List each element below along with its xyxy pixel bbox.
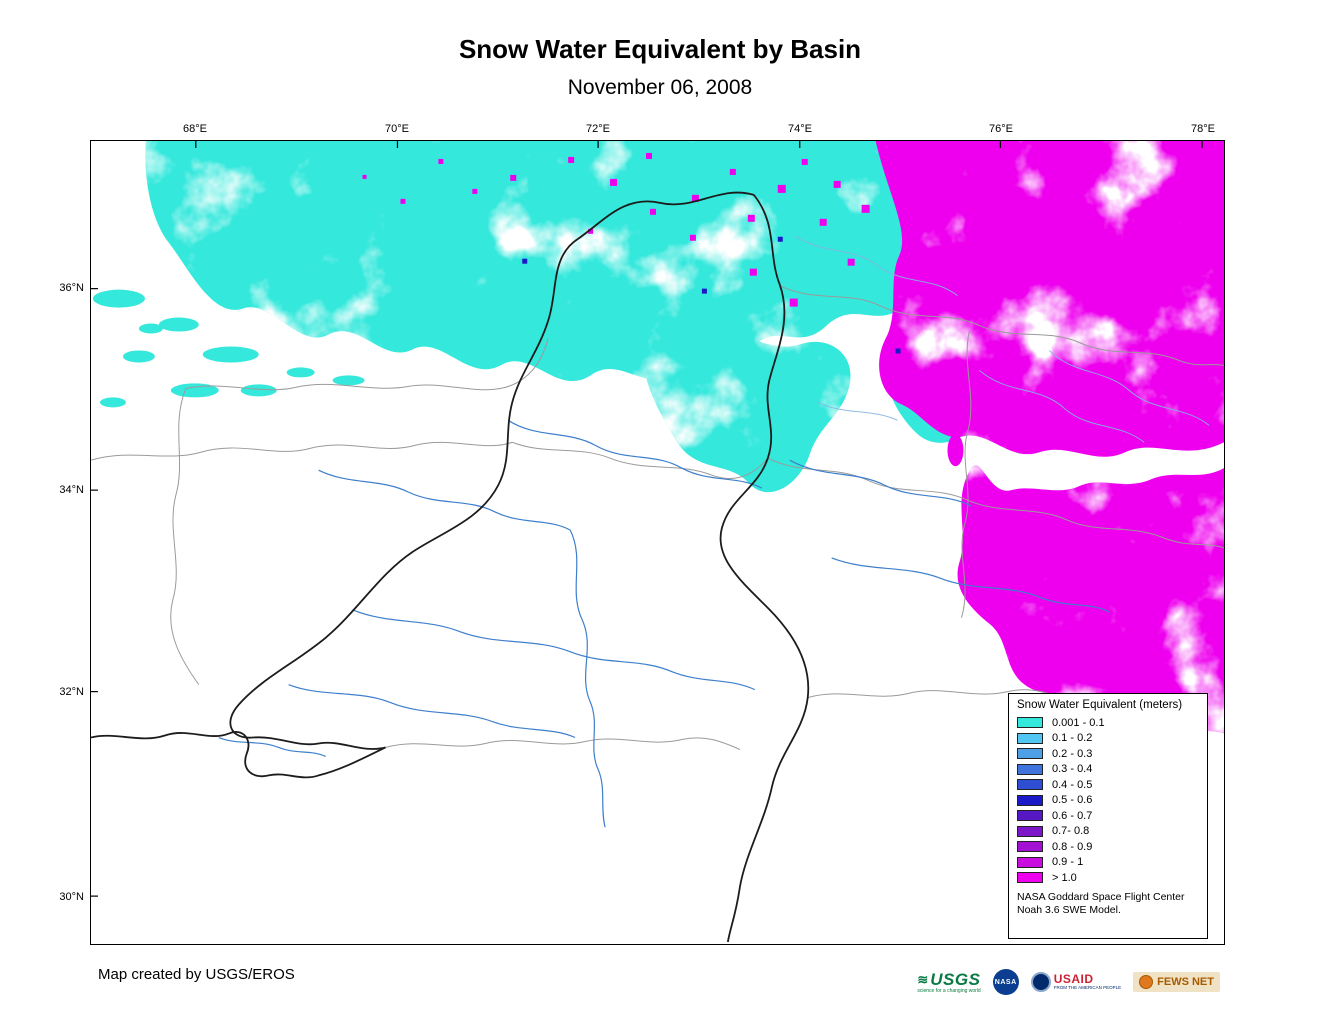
rivers [218,419,1110,828]
map-canvas: Snow Water Equivalent (meters) 0.001 - 0… [90,140,1225,945]
basin-boundaries [91,191,810,943]
usaid-wordmark: USAID [1053,972,1094,987]
lon-tick-label: 74°E [788,123,812,135]
legend-title: Snow Water Equivalent (meters) [1017,699,1183,711]
lon-tick-label: 70°E [385,123,409,135]
usaid-tagline: FROM THE AMERICAN PEOPLE [1053,985,1122,991]
legend-entry-label: 0.8 - 0.9 [1052,840,1093,853]
legend-entry: 0.4 - 0.5 [1017,777,1201,793]
fewsnet-wordmark: FEWS NET [1157,976,1214,988]
legend-entry-label: 0.2 - 0.3 [1052,747,1093,760]
agency-logos: ≋ USGS science for a changing world NASA… [917,966,1220,998]
legend-entry: 0.1 - 0.2 [1017,731,1201,747]
legend-entry-label: 0.001 - 0.1 [1052,716,1105,729]
legend-entry-label: 0.6 - 0.7 [1052,809,1093,822]
lon-tick-label: 72°E [586,123,610,135]
fewsnet-globe-icon [1139,975,1154,989]
snow-navy-speckles [522,236,901,354]
legend-swatch [1017,779,1043,791]
lat-tick-label: 34°N [59,484,84,496]
usgs-wordmark: USGS [930,969,981,989]
usgs-logo: ≋ USGS science for a changing world [917,971,980,994]
lon-tick-label: 68°E [183,123,207,135]
snow-heavy-layer [875,141,1224,734]
legend-entry: 0.7- 0.8 [1017,824,1201,840]
lat-tick-label: 32°N [59,686,84,698]
nasa-wordmark: NASA [994,978,1017,986]
legend-swatch [1017,732,1043,744]
legend-entry-label: 0.4 - 0.5 [1052,778,1093,791]
legend-swatch [1017,856,1043,868]
usgs-wave-icon: ≋ [917,971,929,987]
legend-entries: 0.001 - 0.1 0.1 - 0.2 0.2 - 0.3 0.3 - 0.4 0.… [1017,715,1201,886]
page-title: Snow Water Equivalent by Basin [458,34,862,64]
lon-tick-label: 76°E [989,123,1013,135]
legend: Snow Water Equivalent (meters) 0.001 - 0… [1008,693,1208,939]
legend-swatch [1017,825,1043,837]
legend-entry-label: 0.1 - 0.2 [1052,732,1093,745]
legend-note: NASA Goddard Space Flight Center Noah 3.… [1017,891,1201,918]
lat-tick-label: 30°N [59,891,84,903]
legend-entry-label: 0.9 - 1 [1052,856,1084,869]
streams-light [794,235,1210,443]
map-credit: Map created by USGS/EROS [98,966,295,983]
legend-entry: 0.6 - 0.7 [1017,808,1201,824]
legend-swatch [1017,872,1043,884]
legend-swatch [1017,841,1043,853]
usaid-logo: USAID FROM THE AMERICAN PEOPLE [1030,972,1122,992]
legend-swatch [1017,794,1043,806]
legend-entry-label: 0.7- 0.8 [1052,825,1090,838]
snow-light-layer [92,141,1224,493]
nasa-logo: NASA [992,969,1019,995]
legend-entry: 0.5 - 0.6 [1017,793,1201,809]
legend-entry: 0.8 - 0.9 [1017,839,1201,855]
legend-entry: 0.2 - 0.3 [1017,746,1201,762]
legend-entry: 0.3 - 0.4 [1017,762,1201,778]
lat-tick-label: 36°N [59,282,84,294]
legend-swatch [1017,717,1043,729]
usgs-tagline: science for a changing world [917,987,981,994]
legend-entry: > 1.0 [1017,870,1201,886]
legend-entry: 0.9 - 1 [1017,855,1201,871]
fewsnet-logo: FEWS NET [1133,972,1220,992]
legend-entry: 0.001 - 0.1 [1017,715,1201,731]
legend-swatch [1017,748,1043,760]
legend-entry-label: > 1.0 [1052,871,1077,884]
snow-speckles [362,152,870,307]
legend-note-line: Noah 3.6 SWE Model. [1017,904,1121,917]
legend-swatch [1017,763,1043,775]
subbasin-boundaries [91,285,1224,750]
graticule-ticks [91,141,1203,897]
legend-swatch [1017,810,1043,822]
lon-tick-label: 78°E [1191,123,1215,135]
page-subtitle: November 06, 2008 [567,76,753,99]
legend-note-line: NASA Goddard Space Flight Center [1017,890,1185,903]
legend-entry-label: 0.3 - 0.4 [1052,763,1093,776]
map-art [91,141,1224,943]
usaid-emblem-icon [1030,972,1051,992]
legend-entry-label: 0.5 - 0.6 [1052,794,1093,807]
